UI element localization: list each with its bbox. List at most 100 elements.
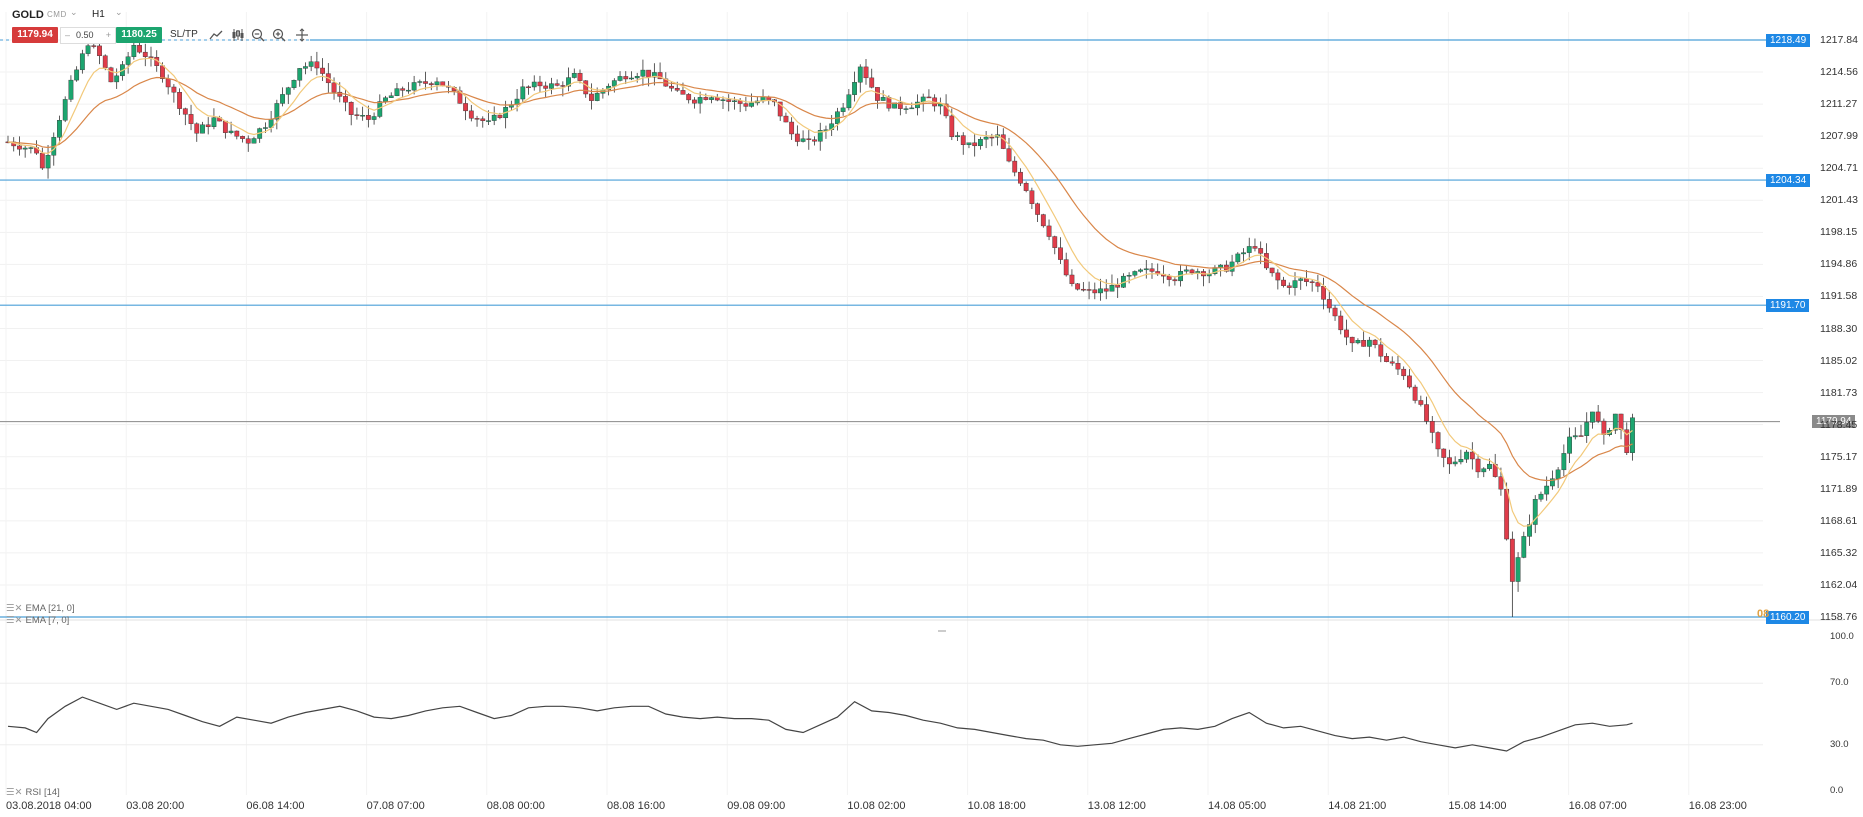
candle xyxy=(577,73,583,81)
ema-value-hint: 08 xyxy=(1757,608,1770,620)
rsi-axis-label: 70.0 xyxy=(1830,677,1849,689)
candle xyxy=(1590,411,1595,423)
level-tag[interactable]: 1204.34 xyxy=(1766,173,1811,187)
candle xyxy=(1281,279,1286,286)
candle xyxy=(371,116,377,120)
candle xyxy=(1252,246,1258,249)
candle xyxy=(634,76,640,79)
candle xyxy=(783,115,789,123)
candle xyxy=(314,61,320,69)
candle xyxy=(1246,246,1252,253)
time-axis-label: 16.08 07:00 xyxy=(1568,800,1627,812)
candle xyxy=(646,69,652,78)
candle xyxy=(434,81,440,86)
candle xyxy=(1578,435,1584,437)
candle xyxy=(1424,404,1429,422)
price-axis-label: 1165.32 xyxy=(1820,546,1858,559)
price-axis-label: 1168.61 xyxy=(1820,514,1858,527)
candle xyxy=(1029,190,1035,204)
candle xyxy=(960,135,966,145)
menu-icon[interactable]: ☰✕ xyxy=(6,615,23,626)
lot-size-stepper[interactable]: – 0.50 + xyxy=(60,27,116,44)
candle xyxy=(280,94,285,104)
candle xyxy=(291,80,297,88)
candle xyxy=(39,152,45,169)
candle xyxy=(1143,268,1149,271)
candle xyxy=(840,107,846,112)
time-axis-label: 08.08 16:00 xyxy=(607,800,666,812)
candle xyxy=(491,114,497,121)
candle xyxy=(320,67,325,74)
candle xyxy=(234,130,240,137)
rsi-axis-label: 100.0 xyxy=(1830,631,1854,642)
candle xyxy=(880,97,886,101)
candle xyxy=(1000,134,1006,149)
candle xyxy=(114,75,120,83)
legend-ema7[interactable]: ☰✕ EMA [7, 0] xyxy=(6,615,70,626)
candle xyxy=(1498,476,1504,490)
candle xyxy=(97,45,102,57)
price-axis-label: 1194.86 xyxy=(1820,258,1858,271)
candle xyxy=(394,88,400,96)
candle xyxy=(686,94,692,101)
ema7-line xyxy=(7,57,1633,527)
rsi-line xyxy=(7,696,1633,752)
chevron-down-icon[interactable]: ⌄ xyxy=(115,7,123,17)
candle xyxy=(674,88,680,91)
candle xyxy=(1355,340,1361,344)
chevron-down-icon[interactable]: ⌄ xyxy=(70,7,78,17)
candle xyxy=(1521,536,1527,558)
price-axis-label: 1207.99 xyxy=(1820,130,1858,143)
candle xyxy=(1561,453,1567,471)
candle xyxy=(669,85,674,89)
candle xyxy=(709,97,714,100)
candle xyxy=(1321,286,1327,300)
candle xyxy=(1040,214,1046,227)
line-chart-icon[interactable] xyxy=(209,28,223,42)
candle xyxy=(468,110,474,119)
symbol-name[interactable]: GOLD xyxy=(12,9,44,21)
menu-icon[interactable]: ☰✕ xyxy=(6,603,23,614)
candle xyxy=(1384,356,1389,362)
level-tag[interactable]: 1218.49 xyxy=(1766,33,1811,47)
minus-icon[interactable]: – xyxy=(65,30,71,40)
candles-icon[interactable] xyxy=(231,28,245,42)
candle xyxy=(869,77,875,88)
buy-button[interactable]: 1180.25 xyxy=(116,27,162,43)
zoom-out-icon[interactable] xyxy=(251,28,265,42)
candle xyxy=(1138,269,1143,272)
candle xyxy=(406,89,411,92)
level-tag[interactable]: 1160.20 xyxy=(1766,610,1810,624)
candle xyxy=(1098,288,1103,294)
menu-icon[interactable]: ☰✕ xyxy=(6,787,23,798)
candle xyxy=(486,120,491,122)
market-label: CMD xyxy=(47,10,67,19)
lot-size-value[interactable]: 0.50 xyxy=(76,30,94,40)
candle xyxy=(1378,344,1384,357)
ema21-line xyxy=(7,76,1633,482)
price-axis-label: 1204.71 xyxy=(1820,162,1858,175)
candle xyxy=(222,120,228,133)
candle xyxy=(45,155,51,169)
crosshair-icon[interactable] xyxy=(295,28,309,42)
sell-button[interactable]: 1179.94 xyxy=(12,27,58,43)
legend-ema21[interactable]: ☰✕ EMA [21, 0] xyxy=(6,603,75,614)
current-price-tag: 1179.94 xyxy=(1812,415,1856,429)
candle xyxy=(343,96,348,103)
candle xyxy=(1326,299,1332,309)
level-tag[interactable]: 1191.70 xyxy=(1766,298,1810,312)
candle xyxy=(806,138,812,140)
sltp-button[interactable]: SL/TP xyxy=(170,29,198,40)
candle xyxy=(463,103,468,112)
zoom-in-icon[interactable] xyxy=(272,28,286,42)
candle xyxy=(1006,148,1012,162)
candle xyxy=(800,138,806,142)
price-axis-label: 1188.30 xyxy=(1820,322,1858,335)
timeframe-selector[interactable]: H1 xyxy=(92,9,105,20)
plus-icon[interactable]: + xyxy=(105,30,111,40)
candle xyxy=(846,94,852,109)
candle xyxy=(303,66,308,69)
legend-rsi[interactable]: ☰✕ RSI [14] xyxy=(6,787,60,798)
price-axis-label: 1191.58 xyxy=(1820,290,1858,303)
